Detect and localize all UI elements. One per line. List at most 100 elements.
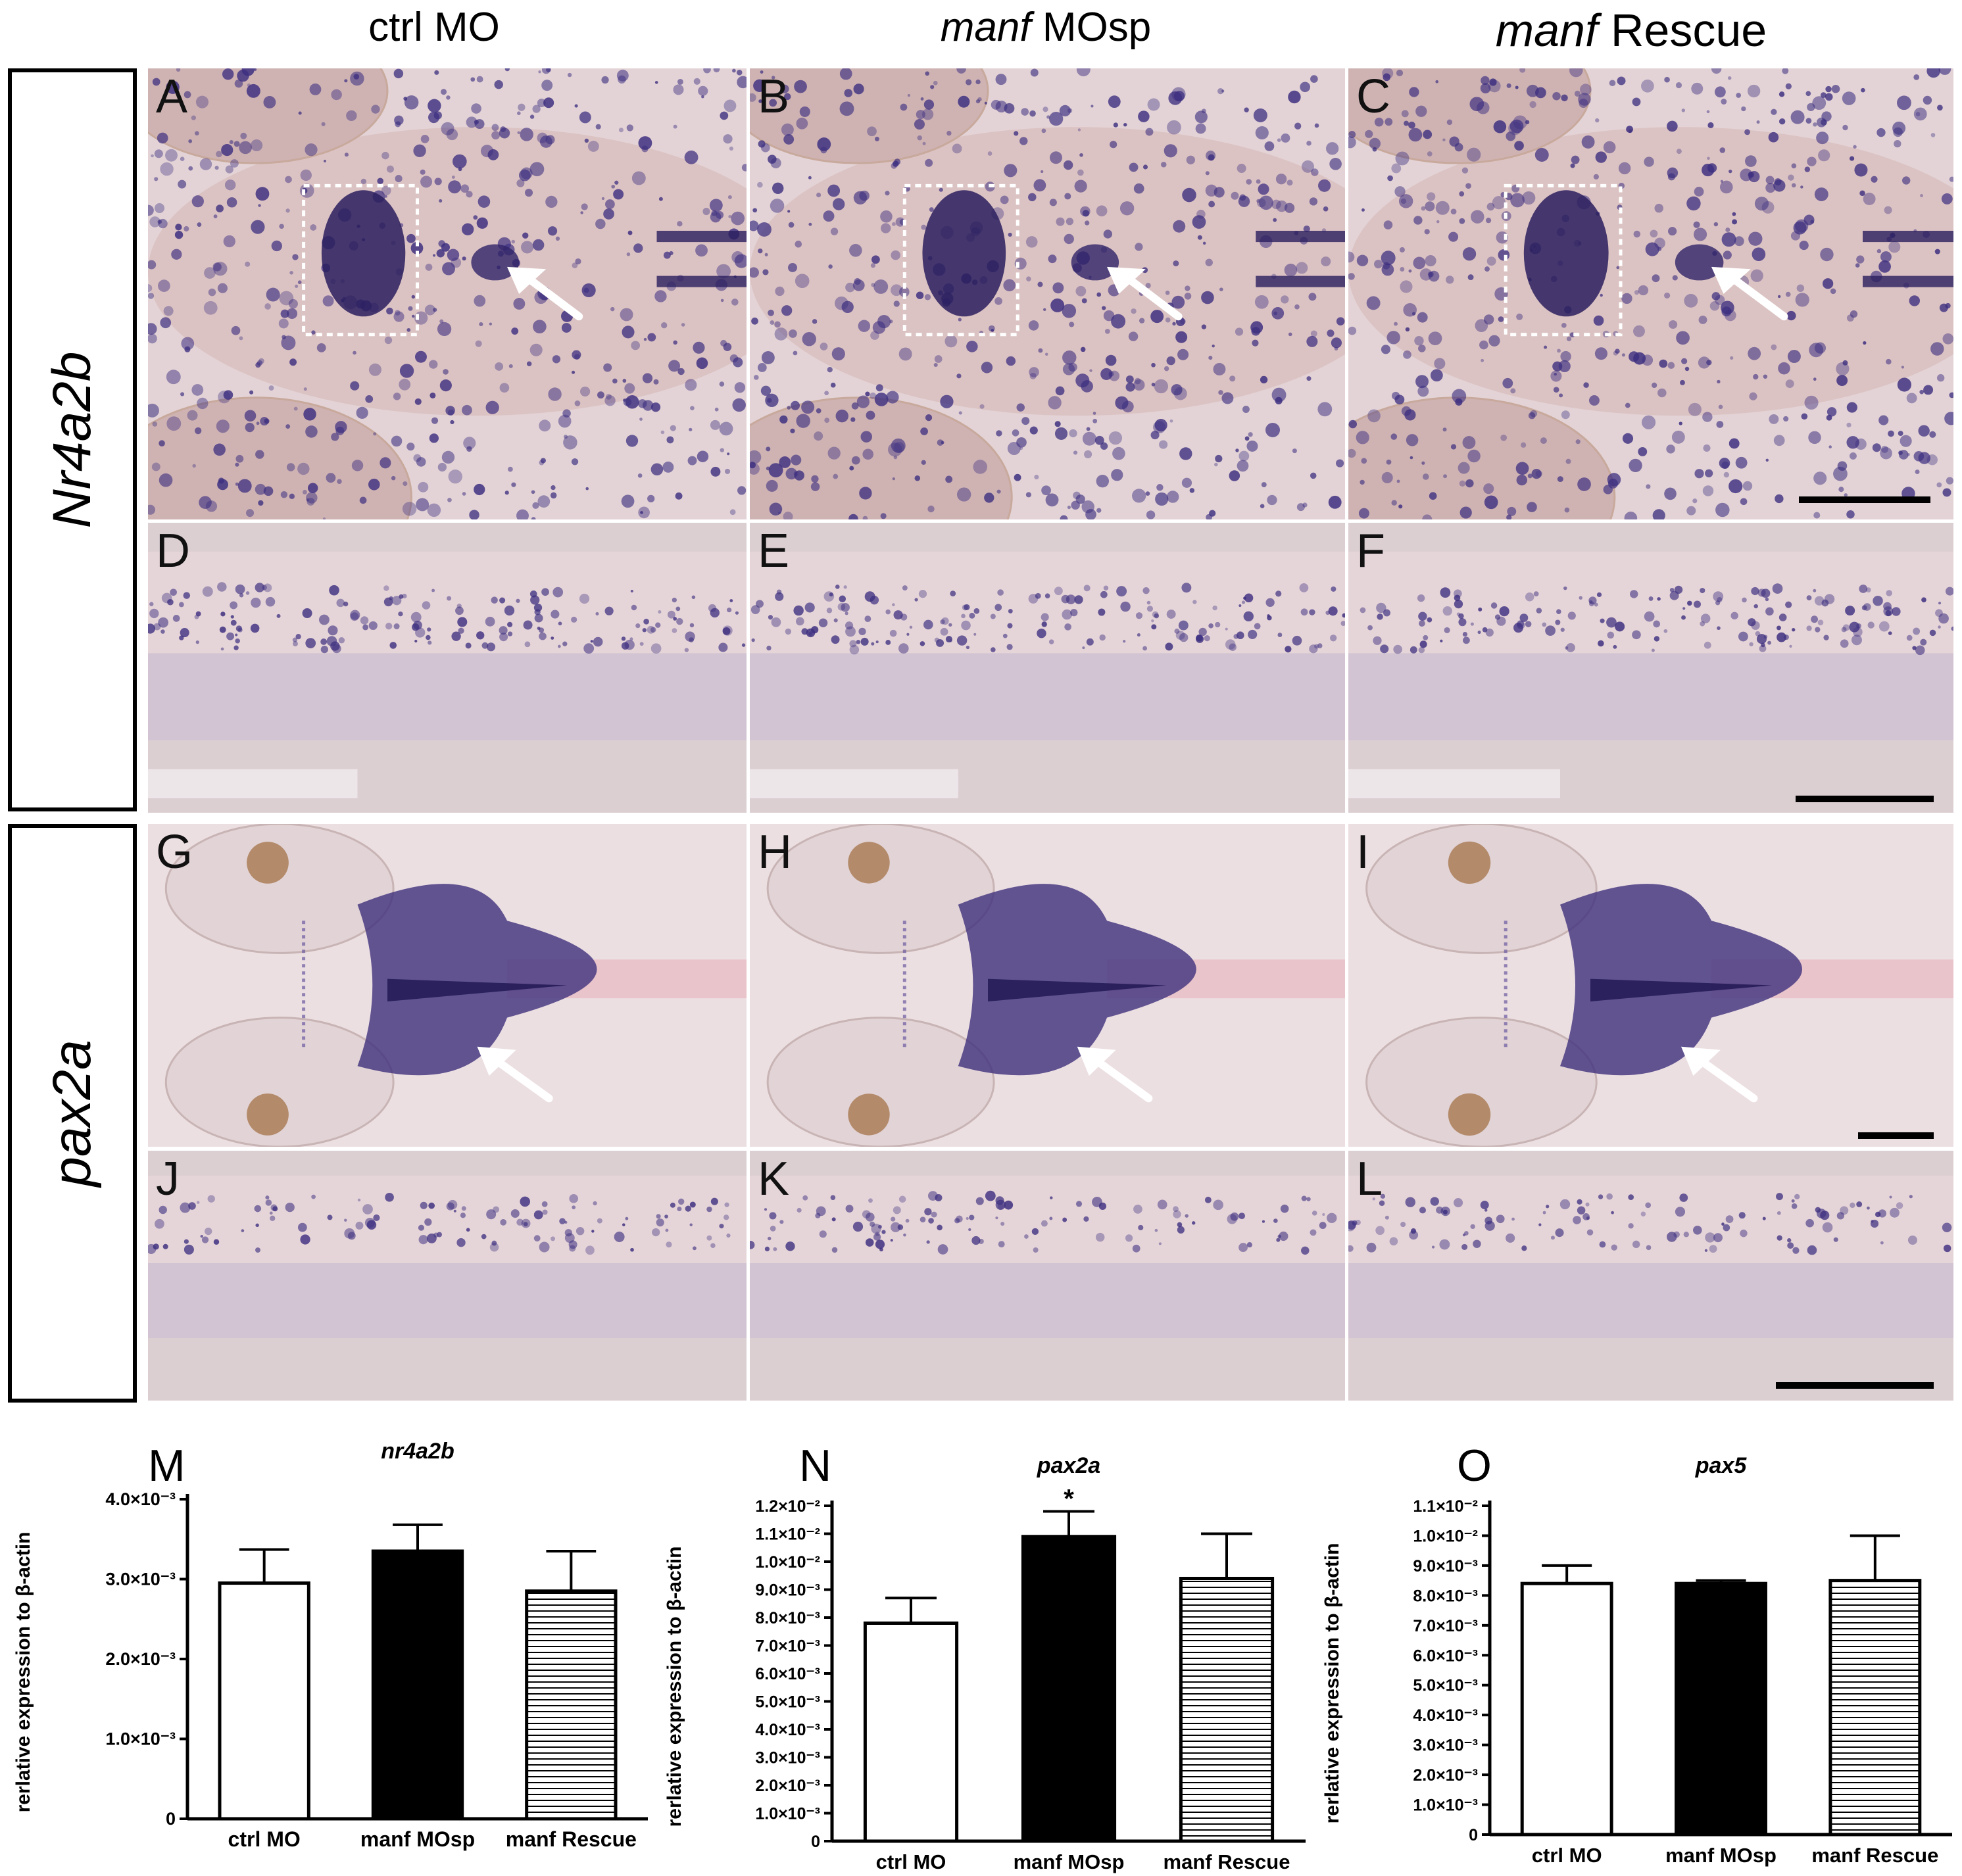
x-tick-label: manf Rescue (1164, 1850, 1290, 1873)
micrograph-panel: J (148, 1151, 747, 1401)
micrograph-panel: L (1348, 1151, 1953, 1401)
chart-title: pax2a (1037, 1453, 1100, 1478)
micrograph-panel: D (148, 523, 747, 813)
column-header-text: Rescue (1598, 5, 1767, 56)
y-tick-label: 9.0×10⁻³ (755, 1581, 820, 1600)
chart-panel-letter: O (1457, 1441, 1492, 1491)
scale-bar (1796, 796, 1934, 802)
panel-letter: H (758, 826, 792, 878)
gene-label-nr4a2b: Nr4a2b (42, 351, 102, 529)
bar (863, 1622, 959, 1843)
y-tick-label: 5.0×10⁻³ (755, 1693, 820, 1712)
bar (1675, 1581, 1767, 1837)
micrograph-drawing (750, 523, 1345, 813)
column-header-italic: manf (940, 5, 1031, 50)
micrograph-drawing (1348, 68, 1953, 519)
micrograph-drawing (148, 824, 747, 1147)
micrograph-panel: A (148, 68, 747, 519)
chart-ylabel: rerlative expression to β-actin (1321, 1543, 1343, 1824)
micrograph-panel: G (148, 824, 747, 1147)
y-tick-label: 3.0×10⁻³ (105, 1570, 176, 1589)
x-tick-label: manf MOsp (1665, 1844, 1777, 1867)
panel-letter: E (758, 525, 790, 577)
x-tick-label: manf Rescue (506, 1827, 637, 1851)
micrograph-drawing (750, 1151, 1345, 1401)
y-tick-label: 1.1×10⁻² (1413, 1497, 1478, 1516)
chart-panel-letter: M (148, 1441, 185, 1491)
y-tick-label: 4.0×10⁻³ (755, 1721, 820, 1739)
y-tick-label: 7.0×10⁻³ (1413, 1617, 1478, 1635)
micrograph-drawing (148, 523, 747, 813)
micrograph-panel: C (1348, 68, 1953, 519)
y-tick-label: 8.0×10⁻³ (755, 1609, 820, 1627)
x-tick-label: ctrl MO (228, 1827, 301, 1851)
micrograph-drawing (1348, 1151, 1953, 1401)
bar (371, 1549, 464, 1821)
column-header-mosp: manf MOsp (908, 4, 1184, 57)
micrograph-panel: E (750, 523, 1345, 813)
y-tick-label: 1.0×10⁻³ (1413, 1796, 1478, 1815)
micrograph-panel: B (750, 68, 1345, 519)
y-tick-label: 1.0×10⁻² (1413, 1527, 1478, 1545)
column-header-rescue: manf Rescue (1460, 4, 1802, 57)
y-tick-label: 5.0×10⁻³ (1413, 1677, 1478, 1695)
bar (525, 1589, 618, 1821)
panel-letter: L (1356, 1153, 1383, 1205)
gene-label-box-pax2a: pax2a (8, 824, 137, 1403)
panel-letter: C (1356, 70, 1390, 123)
x-tick-label: ctrl MO (1532, 1844, 1602, 1867)
y-tick-label: 0 (1469, 1826, 1478, 1844)
y-tick-label: 0 (166, 1809, 176, 1829)
micrograph-panel: F (1348, 523, 1953, 813)
y-tick-label: 2.0×10⁻³ (1413, 1766, 1478, 1785)
panel-letter: D (156, 525, 190, 577)
y-tick-label: 3.0×10⁻³ (1413, 1737, 1478, 1755)
bar (1828, 1579, 1922, 1837)
gene-label-pax2a: pax2a (42, 1040, 102, 1187)
y-tick-label: 3.0×10⁻³ (755, 1749, 820, 1768)
y-tick-label: 7.0×10⁻³ (755, 1637, 820, 1656)
scale-bar (1858, 1132, 1934, 1139)
y-tick-label: 1.2×10⁻² (755, 1497, 820, 1516)
panel-letter: B (758, 70, 790, 123)
panel-letter: I (1356, 826, 1370, 878)
y-tick-label: 4.0×10⁻³ (105, 1489, 176, 1509)
micrograph-drawing (750, 824, 1345, 1147)
y-tick-label: 9.0×10⁻³ (1413, 1557, 1478, 1575)
column-header-ctrl: ctrl MO (329, 4, 539, 57)
chart-ylabel: rerlative expression to β-actin (664, 1547, 685, 1827)
micrograph-drawing (148, 1151, 747, 1401)
micrograph-drawing (1348, 824, 1953, 1147)
y-tick-label: 1.1×10⁻² (755, 1526, 820, 1544)
y-tick-label: 8.0×10⁻³ (1413, 1587, 1478, 1605)
column-header-text: ctrl MO (368, 5, 500, 50)
panel-letter: J (156, 1153, 180, 1205)
chart-ylabel: rerlative expression to β-actin (12, 1532, 34, 1813)
panel-letter: G (156, 826, 193, 878)
bar (218, 1581, 310, 1821)
y-tick-label: 1.0×10⁻³ (105, 1729, 176, 1749)
y-tick-label: 1.0×10⁻² (755, 1553, 820, 1572)
y-tick-label: 1.0×10⁻³ (755, 1805, 820, 1823)
bar (1520, 1581, 1613, 1837)
significance-marker: * (1064, 1485, 1074, 1514)
y-tick-label: 6.0×10⁻³ (755, 1665, 820, 1683)
x-tick-label: manf MOsp (1014, 1850, 1125, 1873)
panel-letter: F (1356, 525, 1385, 577)
y-tick-label: 2.0×10⁻³ (755, 1777, 820, 1795)
column-header-text: MOsp (1031, 5, 1152, 50)
chart-title: nr4a2b (381, 1439, 454, 1464)
micrograph-panel: H (750, 824, 1345, 1147)
y-tick-label: 6.0×10⁻³ (1413, 1647, 1478, 1665)
x-tick-label: manf MOsp (360, 1827, 475, 1851)
column-header-italic: manf (1495, 5, 1598, 56)
y-tick-label: 0 (811, 1833, 820, 1851)
micrograph-drawing (750, 68, 1345, 519)
y-tick-label: 2.0×10⁻³ (105, 1649, 176, 1669)
micrograph-drawing (148, 68, 747, 519)
